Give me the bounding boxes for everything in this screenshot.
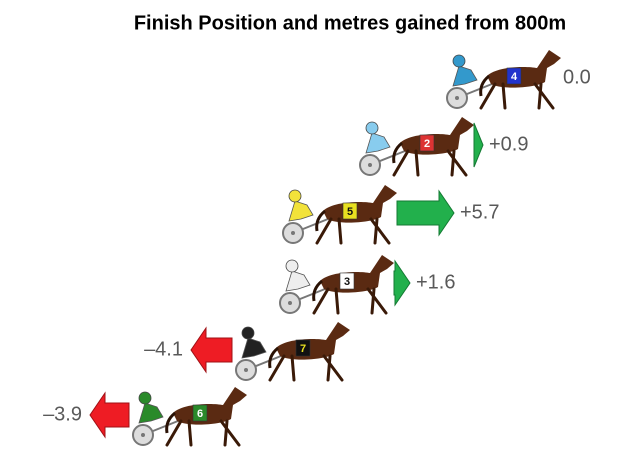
wheel-hub <box>244 368 248 372</box>
helmet <box>285 259 299 273</box>
gain-arrow <box>473 122 484 168</box>
horse-leg <box>334 287 340 315</box>
wheel-hub <box>141 433 145 437</box>
driver <box>452 65 478 87</box>
value-label: –3.9 <box>43 403 82 425</box>
value-label: 0.0 <box>563 66 591 88</box>
gain-arrow <box>393 259 411 307</box>
chart-title: Finish Position and metres gained from 8… <box>134 12 566 34</box>
value-label: +5.7 <box>460 201 499 223</box>
horse-leg <box>366 287 388 315</box>
loss-arrow <box>190 326 233 374</box>
horse: 5 <box>282 185 397 245</box>
horse-leg <box>312 287 330 315</box>
value-label: –4.1 <box>144 338 183 360</box>
helmet <box>138 391 152 405</box>
horse-leg <box>223 419 229 447</box>
horse-leg <box>187 419 193 447</box>
saddle-number: 4 <box>511 71 518 83</box>
horse-leg <box>337 217 343 245</box>
value-label: +0.9 <box>489 133 528 155</box>
helmet <box>365 121 379 135</box>
helmet <box>288 189 302 203</box>
horse-leg <box>326 354 332 382</box>
wheel-hub <box>291 231 295 235</box>
wheel-hub <box>455 96 459 100</box>
horse: 6 <box>132 387 247 447</box>
horse-leg <box>165 419 183 447</box>
horse-tail <box>268 346 279 369</box>
horse-tail <box>165 411 176 434</box>
gain-arrow <box>396 189 455 237</box>
saddle-cloth <box>419 134 435 152</box>
saddle-number: 2 <box>424 138 430 150</box>
horse-tail <box>479 74 490 97</box>
horse-leg <box>446 149 468 177</box>
horse-body <box>487 50 561 88</box>
driver <box>365 132 391 154</box>
wheel-hub <box>288 301 292 305</box>
horse: 4 <box>446 50 561 110</box>
driver <box>288 200 314 222</box>
horse-leg <box>369 217 391 245</box>
helmet <box>241 326 255 340</box>
horse-body <box>320 255 394 293</box>
horse-leg <box>219 419 241 447</box>
horse-body <box>400 117 474 155</box>
saddle-number: 5 <box>347 206 353 218</box>
driver <box>241 337 267 359</box>
saddle-number: 7 <box>300 343 306 355</box>
horse-leg <box>268 354 286 382</box>
horse-leg <box>373 217 379 245</box>
driver <box>285 270 311 292</box>
horse-leg <box>370 287 376 315</box>
wheel-hub <box>368 163 372 167</box>
value-label: +1.6 <box>416 271 455 293</box>
helmet <box>452 54 466 68</box>
saddle-cloth <box>295 339 311 357</box>
horse: 2 <box>359 117 474 177</box>
saddle-cloth <box>342 202 358 220</box>
saddle-cloth <box>339 272 355 290</box>
horse-leg <box>414 149 420 177</box>
horse-tail <box>312 279 323 302</box>
horse-body <box>276 322 350 360</box>
saddle-number: 3 <box>344 276 350 288</box>
horse-leg <box>537 82 543 110</box>
horse-body <box>173 387 247 425</box>
saddle-cloth <box>192 404 208 422</box>
saddle-cloth <box>506 67 522 85</box>
driver <box>138 402 164 424</box>
horse-leg <box>315 217 333 245</box>
horse-tail <box>315 209 326 232</box>
horse: 7 <box>235 322 350 382</box>
horse-leg <box>290 354 296 382</box>
saddle-number: 6 <box>197 408 203 420</box>
loss-arrow <box>89 391 130 439</box>
horse-leg <box>533 82 555 110</box>
horse-body <box>323 185 397 223</box>
horse-leg <box>450 149 456 177</box>
horse-leg <box>479 82 497 110</box>
horse-leg <box>392 149 410 177</box>
horse-tail <box>392 141 403 164</box>
horse-leg <box>501 82 507 110</box>
horse: 3 <box>279 255 394 315</box>
horse-leg <box>322 354 344 382</box>
